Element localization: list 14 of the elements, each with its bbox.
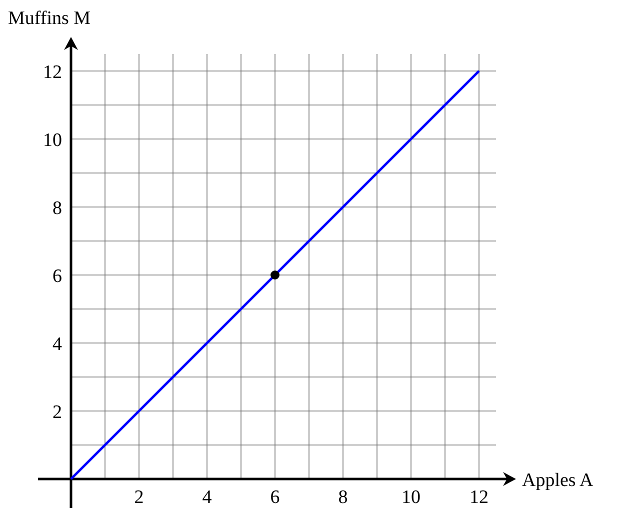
x-axis-title: Apples A — [522, 470, 594, 491]
y-axis-title: Muffins M — [8, 8, 91, 29]
x-tick-label: 12 — [470, 487, 488, 508]
x-tick-label: 4 — [202, 487, 212, 508]
y-tick-label: 10 — [43, 130, 62, 151]
y-tick-label: 4 — [52, 334, 62, 355]
y-tick-label: 8 — [52, 198, 62, 219]
y-tick-label: 2 — [52, 402, 62, 423]
y-tick-label: 6 — [52, 266, 62, 287]
x-tick-label: 2 — [134, 487, 144, 508]
x-tick-label: 8 — [338, 487, 348, 508]
y-tick-label: 12 — [43, 62, 62, 83]
x-tick-label: 10 — [402, 487, 420, 508]
x-tick-label: 6 — [270, 487, 280, 508]
